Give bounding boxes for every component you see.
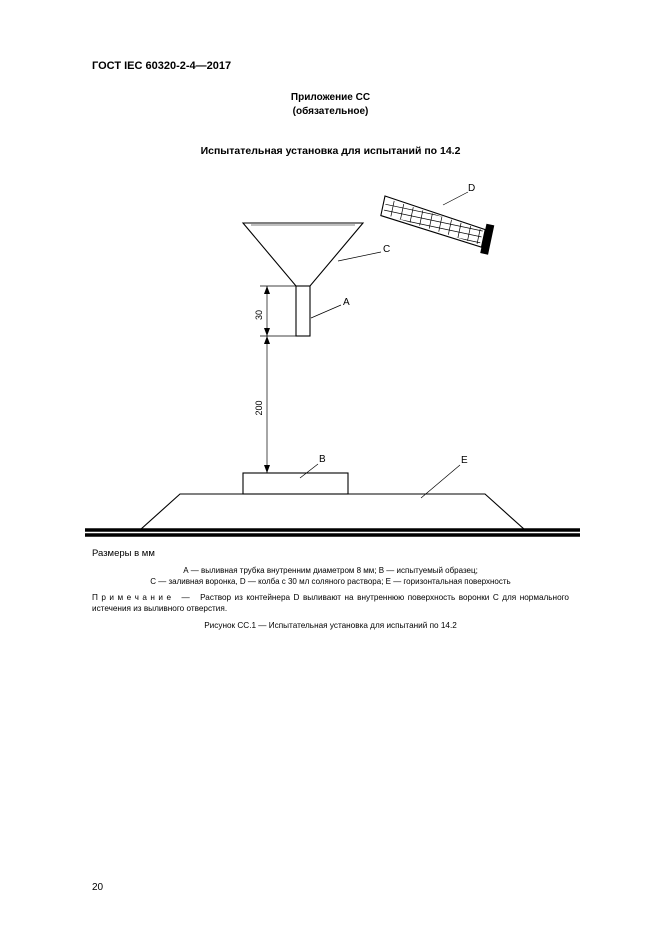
label-e: E [461,455,468,466]
legend-line1: А — выливная трубка внутренним диаметром… [183,566,478,575]
doc-header-code: ГОСТ IEC 60320-2-4—2017 [92,60,231,72]
annex-line1: Приложение СС [291,92,370,103]
label-d: D [468,183,475,194]
annex-title: Приложение СС (обязательное) [0,91,661,118]
note-text: П р и м е ч а н и е — Раствор из контейн… [92,592,569,614]
legend-line2: С — заливная воронка, D — колба с 30 мл … [150,577,510,586]
section-title: Испытательная установка для испытаний по… [0,145,661,157]
label-a: A [343,297,350,308]
label-c: C [383,244,390,255]
test-rig-diagram: D C A B E 30 200 [85,178,580,548]
legend-block: А — выливная трубка внутренним диаметром… [92,566,569,588]
units-label: Размеры в мм [92,548,155,559]
figure-caption: Рисунок СС.1 — Испытательная установка д… [0,621,661,630]
dim-30: 30 [254,310,264,320]
annex-line2: (обязательное) [293,106,369,117]
label-b: B [319,454,326,465]
page-number: 20 [92,882,103,893]
dim-200: 200 [254,400,264,415]
